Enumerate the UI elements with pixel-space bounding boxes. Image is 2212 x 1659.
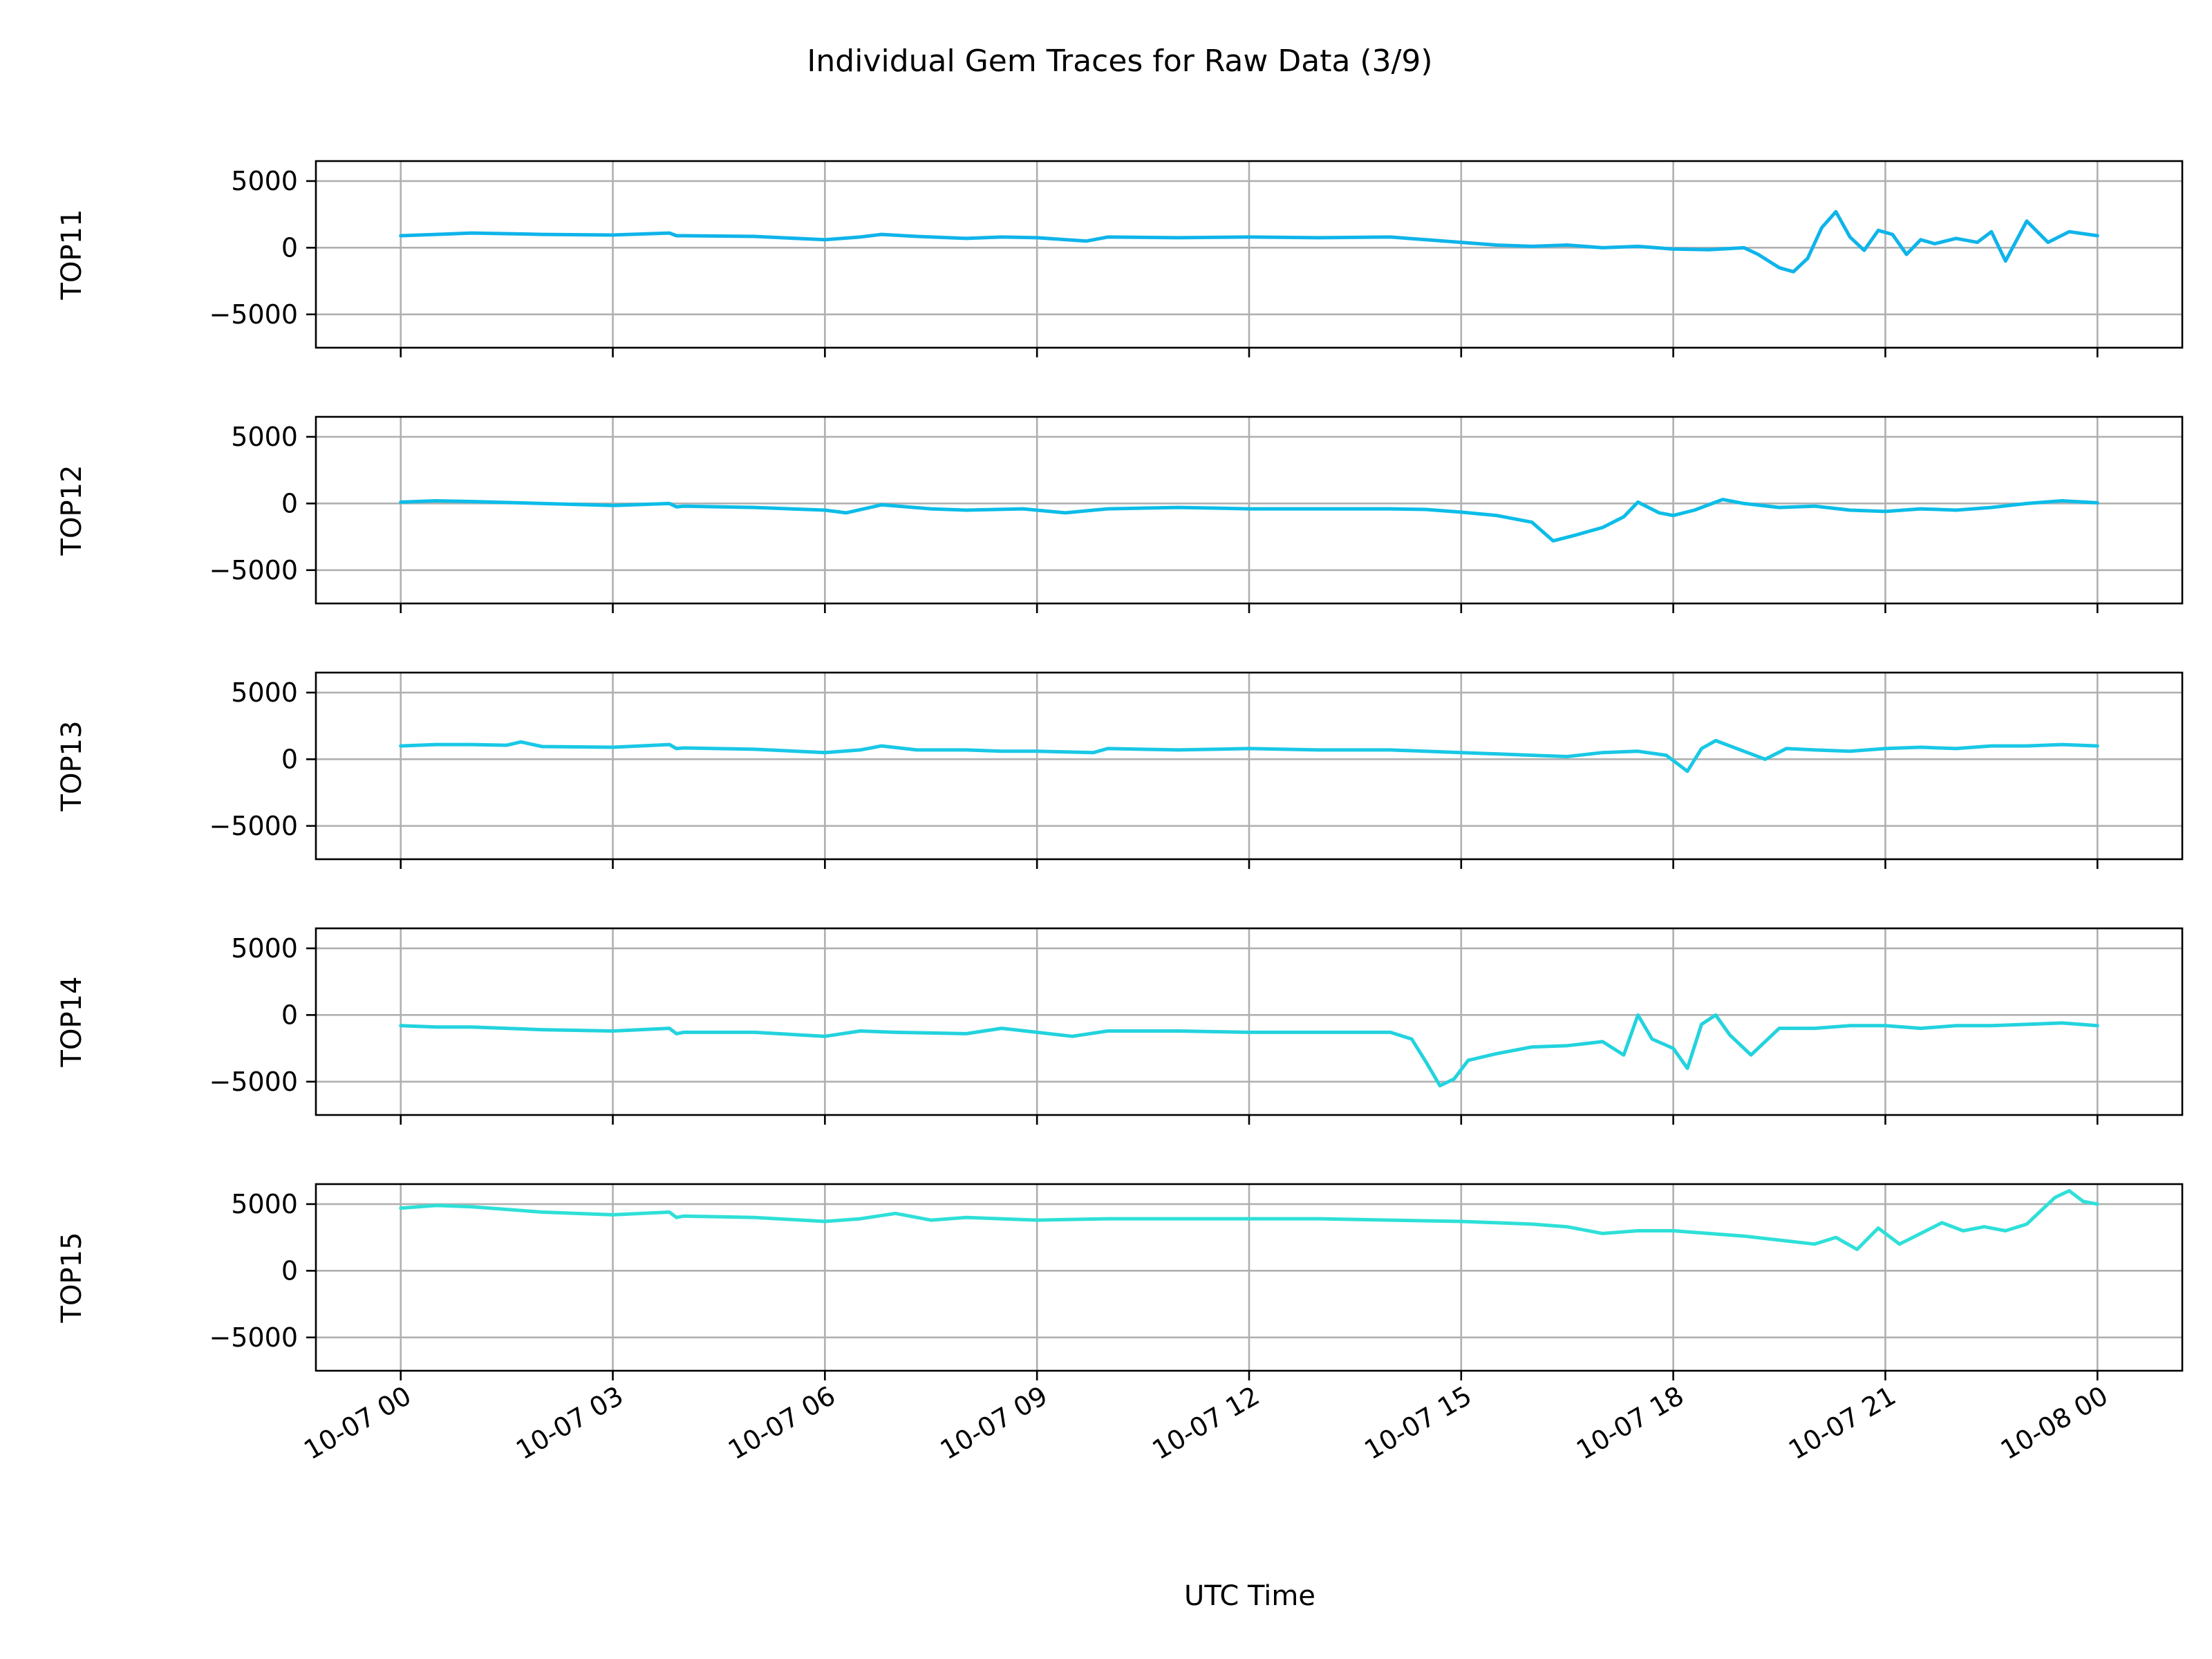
y-tick-label: −5000: [209, 299, 298, 330]
panels: 5000 0 −5000 TOP11 5000 0 −5000 TOP12 5000 0 −5000…: [56, 160, 2184, 1380]
series-line-top11: [399, 209, 2099, 274]
y-tick-label: 5000: [231, 166, 298, 196]
y-tick-label: 0: [281, 232, 298, 263]
x-tick-label: 10-07 09: [935, 1380, 1053, 1466]
y-tick-label: 0: [281, 1255, 298, 1286]
y-tick-label: −5000: [209, 811, 298, 841]
chart-title: Individual Gem Traces for Raw Data (3/9): [807, 44, 1432, 79]
y-axis-label-top13: TOP13: [56, 721, 88, 812]
panel-top12: 5000 0 −5000 TOP12: [56, 415, 2184, 613]
y-axis-label-top12: TOP12: [56, 465, 88, 556]
series-line-top12: [399, 498, 2099, 543]
panel-top14: 5000 0 −5000 TOP14: [56, 927, 2184, 1125]
series-line-top14: [399, 1013, 2099, 1088]
x-tick-label: 10-07 03: [511, 1380, 628, 1466]
y-tick-label: 0: [281, 488, 298, 518]
panel-top15: 5000 0 −5000 TOP15: [56, 1183, 2184, 1380]
series-line-top15: [399, 1189, 2099, 1251]
x-tick-label: 10-07 21: [1783, 1380, 1901, 1466]
x-tick-label: 10-07 12: [1147, 1380, 1265, 1466]
y-tick-label: 5000: [231, 422, 298, 452]
panel-top13: 5000 0 −5000 TOP13: [56, 671, 2184, 869]
x-tick-label: 10-07 15: [1359, 1380, 1477, 1466]
x-tick-labels: 10-07 00 10-07 03 10-07 06 10-07 09 10-07 12…: [299, 1380, 2113, 1466]
y-axis-label-top15: TOP15: [56, 1232, 88, 1324]
x-tick-label: 10-08 00: [1996, 1380, 2113, 1466]
x-axis-label: UTC Time: [1184, 1580, 1315, 1612]
y-tick-label: 0: [281, 744, 298, 774]
x-tick-label: 10-07 00: [299, 1380, 416, 1466]
x-tick-label: 10-07 18: [1571, 1380, 1689, 1466]
y-tick-label: 5000: [231, 933, 298, 964]
y-tick-label: 5000: [231, 677, 298, 708]
y-tick-label: 5000: [231, 1189, 298, 1219]
y-tick-label: 0: [281, 1000, 298, 1030]
y-tick-label: −5000: [209, 555, 298, 585]
y-tick-label: −5000: [209, 1067, 298, 1097]
y-axis-label-top14: TOP14: [56, 977, 88, 1068]
series-line-top13: [399, 738, 2099, 774]
x-tick-label: 10-07 06: [723, 1380, 841, 1466]
y-tick-label: −5000: [209, 1322, 298, 1353]
panel-top11: 5000 0 −5000 TOP11: [56, 160, 2184, 357]
y-axis-label-top11: TOP11: [56, 209, 88, 301]
